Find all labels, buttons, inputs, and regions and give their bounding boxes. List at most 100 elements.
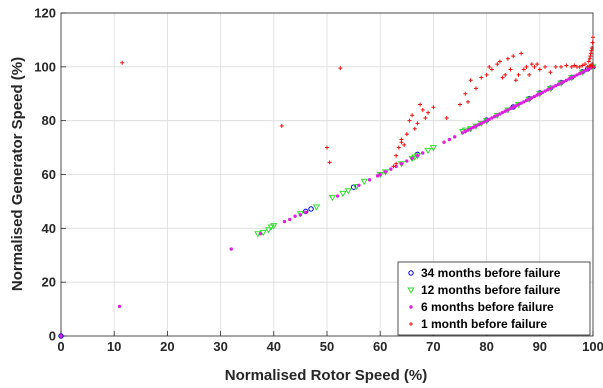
data-point	[537, 67, 542, 72]
data-point	[424, 147, 432, 155]
data-point	[543, 89, 547, 93]
data-point	[498, 112, 502, 116]
data-point	[473, 86, 478, 91]
data-point	[308, 206, 314, 212]
data-point	[522, 100, 526, 104]
data-point	[513, 78, 518, 83]
data-point	[117, 304, 122, 309]
legend-box	[397, 261, 591, 336]
data-point	[587, 56, 592, 61]
data-point	[543, 64, 548, 69]
data-point	[505, 56, 510, 61]
data-point	[583, 69, 587, 73]
data-point	[562, 79, 566, 84]
legend-entry: 6 months before failure	[421, 300, 554, 314]
data-point	[506, 108, 510, 112]
data-point	[532, 64, 537, 69]
x-tick-label: 50	[320, 339, 334, 354]
legend-marker	[409, 322, 413, 326]
data-point	[394, 164, 398, 169]
data-point	[59, 334, 63, 338]
data-point	[479, 121, 483, 126]
data-point	[495, 113, 499, 117]
data-point	[410, 156, 414, 161]
data-point	[407, 118, 412, 123]
x-tick-label: 60	[373, 339, 387, 354]
data-point	[258, 232, 263, 236]
x-tick-label: 40	[267, 339, 281, 354]
data-point	[535, 93, 539, 97]
x-tick-label: 70	[426, 339, 440, 354]
data-point	[429, 145, 438, 152]
data-point	[357, 183, 361, 187]
data-point	[352, 184, 360, 191]
data-point	[378, 172, 382, 177]
legend-entry: 12 months before failure	[421, 283, 561, 297]
data-point	[572, 63, 577, 68]
data-point	[570, 75, 574, 80]
data-point	[120, 60, 125, 65]
data-point	[335, 194, 340, 198]
data-point	[530, 96, 534, 100]
data-point	[588, 54, 593, 59]
y-tick-label: 0	[49, 329, 56, 344]
data-point	[267, 224, 275, 231]
data-point	[468, 78, 473, 83]
data-point	[418, 102, 423, 107]
legend-entry: 34 months before failure	[421, 266, 561, 280]
data-point	[591, 64, 595, 69]
data-point	[229, 247, 233, 251]
data-point	[325, 145, 329, 150]
data-point	[288, 217, 292, 222]
data-point	[423, 115, 428, 120]
data-point	[58, 333, 64, 339]
data-point	[527, 72, 532, 77]
x-tick-label: 10	[107, 339, 121, 354]
data-point	[580, 63, 585, 68]
data-point	[471, 125, 475, 130]
data-point	[304, 210, 308, 214]
data-point	[399, 162, 404, 166]
data-point	[482, 120, 486, 124]
data-point	[588, 51, 593, 56]
data-point	[264, 227, 273, 234]
y-tick-label: 20	[42, 275, 56, 290]
x-tick-label: 80	[479, 339, 493, 354]
data-point	[519, 101, 523, 105]
y-tick-label: 60	[42, 167, 56, 182]
data-point	[412, 126, 417, 131]
data-point	[524, 98, 529, 103]
y-axis-label: Normalised Generator Speed (%)	[9, 57, 26, 291]
data-point	[327, 160, 332, 165]
data-point	[508, 67, 513, 72]
data-point	[495, 62, 500, 67]
data-point	[402, 142, 407, 147]
data-point	[339, 190, 347, 198]
data-point	[503, 72, 508, 77]
data-point	[405, 159, 409, 163]
data-point	[580, 70, 585, 74]
data-point	[410, 113, 415, 118]
x-axis-ticks: 0 10 20 30 40 50 60 70 80 90 100	[57, 331, 603, 354]
data-point	[511, 54, 516, 59]
data-point	[487, 64, 492, 69]
data-point	[508, 106, 513, 111]
data-point	[511, 105, 515, 109]
data-point	[538, 92, 542, 96]
legend-marker	[407, 287, 415, 294]
data-point	[426, 110, 431, 115]
legend-marker	[409, 305, 413, 309]
data-point	[516, 72, 521, 77]
data-point	[535, 62, 540, 67]
x-tick-label: 0	[57, 339, 64, 354]
data-point	[279, 124, 284, 129]
data-point	[489, 67, 494, 72]
data-point	[442, 140, 446, 144]
x-tick-label: 90	[533, 339, 547, 354]
data-point	[293, 214, 297, 218]
legend-marker	[408, 270, 414, 276]
data-point	[583, 62, 588, 67]
legend: 34 months before failure 12 months before…	[397, 261, 591, 336]
data-point	[312, 204, 321, 211]
